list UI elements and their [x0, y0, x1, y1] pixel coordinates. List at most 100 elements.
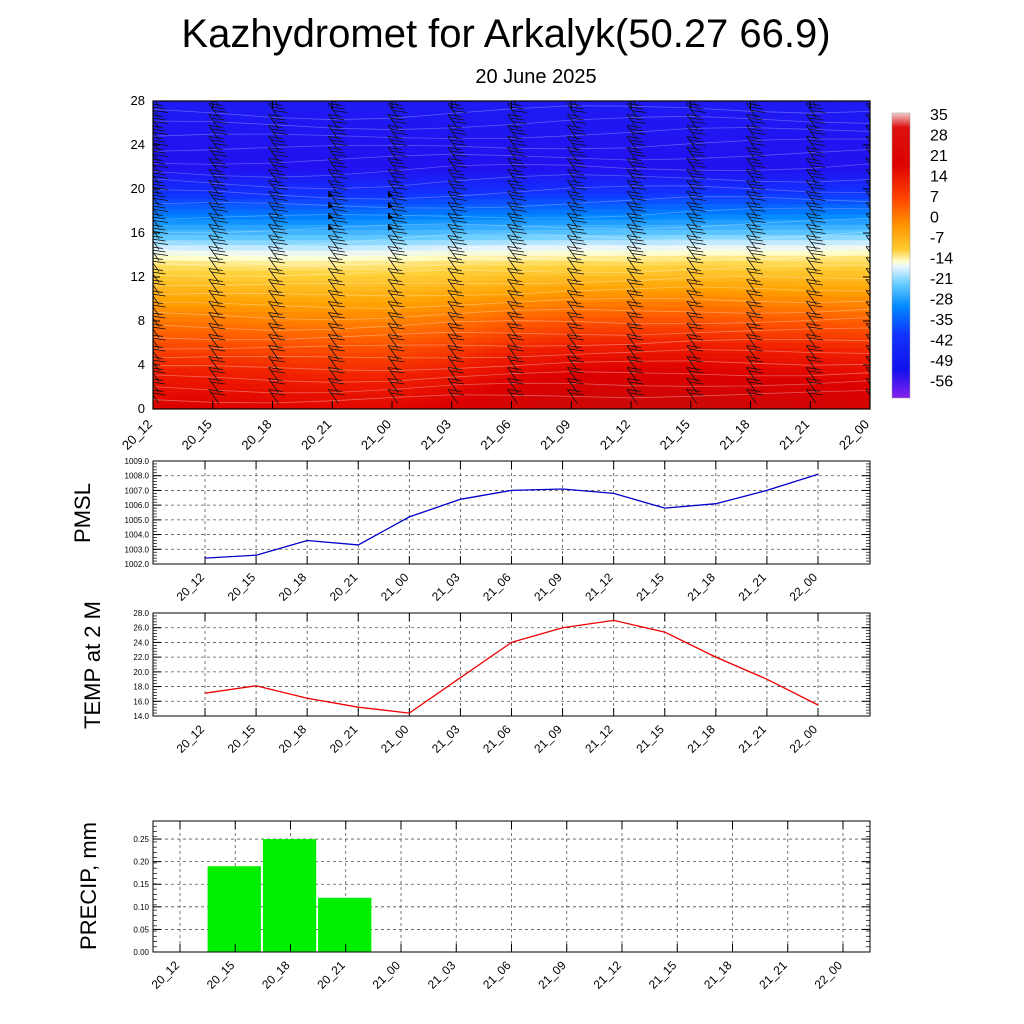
- field-cell: [619, 203, 629, 210]
- field-cell: [538, 393, 548, 400]
- field-cell: [502, 301, 513, 307]
- field-cell: [188, 326, 199, 333]
- field-cell: [179, 224, 190, 230]
- field-cell: [233, 311, 244, 318]
- field-cell: [161, 316, 172, 323]
- field-cell: [672, 131, 683, 138]
- field-cell: [233, 249, 244, 256]
- field-cell: [663, 316, 674, 323]
- field-cell: [251, 265, 262, 271]
- field-cell: [224, 388, 235, 395]
- field-cell: [296, 265, 306, 271]
- field-cell: [654, 229, 665, 236]
- field-cell: [359, 126, 369, 133]
- field-cell: [619, 383, 629, 390]
- field-cell: [412, 367, 423, 374]
- field-cell: [153, 121, 163, 128]
- field-cell: [663, 229, 674, 236]
- field-cell: [377, 362, 387, 369]
- field-cell: [852, 388, 862, 395]
- field-cell: [439, 290, 450, 297]
- field-cell: [278, 188, 289, 194]
- field-cell: [439, 347, 450, 354]
- field-cell: [269, 393, 280, 400]
- field-cell: [475, 224, 486, 230]
- field-cell: [753, 255, 764, 261]
- field-cell: [323, 342, 333, 348]
- field-cell: [511, 121, 522, 128]
- field-cell: [762, 362, 773, 369]
- wind-barb: [153, 367, 166, 382]
- field-cell: [771, 270, 781, 277]
- field-cell: [412, 393, 423, 400]
- field-cell: [583, 188, 593, 194]
- field-cell: [699, 270, 710, 277]
- field-cell: [574, 352, 584, 359]
- field-cell: [332, 219, 342, 225]
- field-cell: [170, 239, 181, 246]
- field-cell: [520, 342, 531, 348]
- field-cell: [852, 265, 862, 271]
- field-cell: [430, 208, 441, 215]
- field-cell: [197, 116, 208, 123]
- field-cell: [484, 255, 495, 261]
- field-cell: [350, 131, 360, 138]
- field-cell: [807, 106, 817, 112]
- field-cell: [412, 383, 423, 390]
- field-cell: [251, 301, 262, 307]
- field-cell: [386, 116, 396, 123]
- field-cell: [502, 234, 513, 241]
- field-cell: [780, 285, 790, 292]
- field-cell: [753, 244, 764, 251]
- field-cell: [439, 352, 450, 359]
- field-cell: [421, 255, 432, 261]
- field-cell: [610, 362, 620, 369]
- field-cell: [332, 301, 342, 307]
- field-cell: [645, 157, 656, 164]
- field-cell: [511, 326, 522, 333]
- field-cell: [690, 290, 701, 297]
- field-cell: [153, 301, 163, 307]
- field-cell: [278, 398, 289, 405]
- field-cell: [251, 342, 262, 348]
- field-cell: [645, 403, 656, 409]
- field-cell: [251, 347, 262, 354]
- field-cell: [690, 265, 701, 271]
- field-cell: [663, 373, 674, 379]
- field-cell: [717, 234, 728, 241]
- field-cell: [224, 393, 235, 400]
- field-cell: [852, 342, 862, 348]
- field-cell: [861, 270, 870, 277]
- field-cell: [717, 265, 728, 271]
- field-cell: [430, 183, 441, 189]
- field-cell: [717, 290, 728, 297]
- field-cell: [708, 183, 719, 189]
- field-cell: [394, 337, 405, 343]
- field-cell: [690, 393, 701, 400]
- field-cell: [610, 152, 620, 159]
- field-cell: [332, 121, 342, 128]
- field-cell: [403, 213, 414, 220]
- field-cell: [278, 157, 289, 164]
- field-cell: [789, 388, 799, 395]
- field-cell: [278, 208, 289, 215]
- field-cell: [565, 111, 575, 117]
- field-cell: [502, 142, 513, 148]
- field-cell: [583, 280, 593, 287]
- field-cell: [645, 347, 656, 354]
- field-cell: [574, 136, 584, 143]
- field-cell: [843, 367, 853, 374]
- field-cell: [654, 326, 665, 333]
- field-cell: [493, 311, 504, 318]
- field-cell: [233, 306, 244, 313]
- field-cell: [753, 249, 764, 256]
- field-cell: [269, 255, 280, 261]
- field-cell: [708, 126, 719, 133]
- field-cell: [538, 296, 548, 302]
- field-cell: [224, 229, 235, 236]
- field-cell: [359, 373, 369, 379]
- field-cell: [762, 316, 773, 323]
- field-cell: [843, 121, 853, 128]
- field-cell: [726, 378, 737, 384]
- field-cell: [197, 347, 208, 354]
